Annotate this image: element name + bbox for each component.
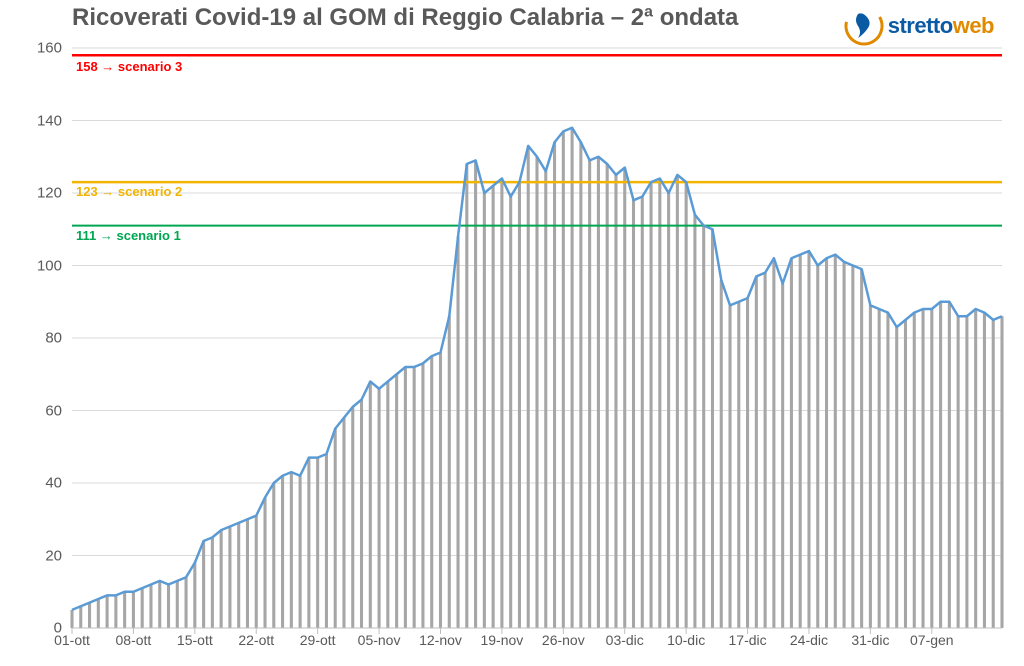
x-axis: 01-ott08-ott15-ott22-ott29-ott05-nov12-n… (72, 632, 1002, 652)
y-tick-label: 40 (45, 475, 62, 492)
y-tick-label: 60 (45, 402, 62, 419)
x-tick-label: 17-dic (728, 632, 766, 648)
logo-icon (844, 6, 884, 46)
y-tick-label: 20 (45, 547, 62, 564)
x-tick-label: 07-gen (910, 632, 954, 648)
x-tick-label: 03-dic (606, 632, 644, 648)
x-tick-label: 15-ott (177, 632, 213, 648)
x-tick-label: 01-ott (54, 632, 90, 648)
chart-container: Ricoverati Covid-19 al GOM di Reggio Cal… (0, 0, 1024, 666)
y-tick-label: 100 (37, 257, 62, 274)
x-tick-label: 31-dic (851, 632, 889, 648)
x-tick-label: 19-nov (480, 632, 523, 648)
y-tick-label: 80 (45, 330, 62, 347)
scenario-label: 123 → scenario 2 (76, 184, 182, 199)
chart-title: Ricoverati Covid-19 al GOM di Reggio Cal… (72, 4, 738, 32)
y-tick-label: 160 (37, 40, 62, 57)
x-tick-label: 22-ott (238, 632, 274, 648)
chart-svg (72, 48, 1002, 628)
x-tick-label: 29-ott (300, 632, 336, 648)
logo-text: strettoweb (888, 13, 994, 39)
x-tick-label: 08-ott (116, 632, 152, 648)
x-tick-label: 12-nov (419, 632, 462, 648)
y-tick-label: 120 (37, 185, 62, 202)
scenario-label: 158 → scenario 3 (76, 59, 182, 74)
plot-area: 158 → scenario 3 123 → scenario 2 111 → sc… (72, 48, 1002, 628)
x-tick-label: 26-nov (542, 632, 585, 648)
logo: strettoweb (844, 6, 994, 46)
scenario-label: 111 → scenario 1 (76, 228, 181, 243)
x-tick-label: 24-dic (790, 632, 828, 648)
x-tick-label: 05-nov (358, 632, 401, 648)
y-axis: 020406080100120140160 (30, 48, 68, 628)
y-tick-label: 140 (37, 112, 62, 129)
x-tick-label: 10-dic (667, 632, 705, 648)
